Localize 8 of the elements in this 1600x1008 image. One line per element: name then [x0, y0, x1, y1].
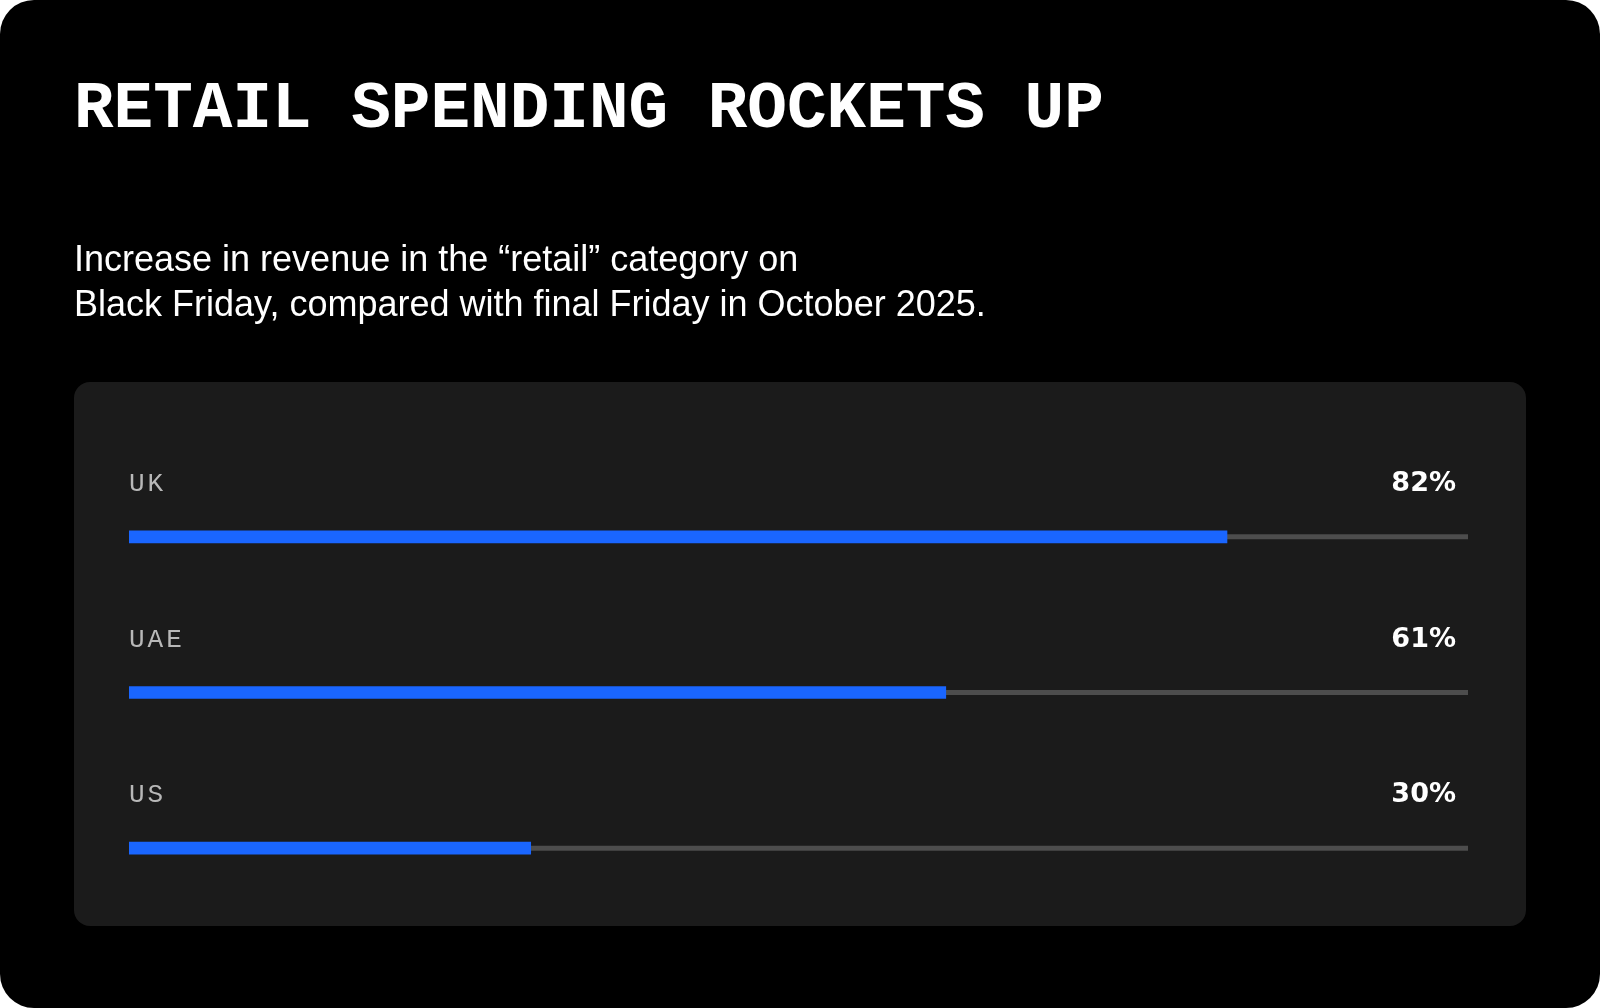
y-tick-label: UK [129, 468, 164, 499]
data-label: 30% [1391, 777, 1456, 809]
chart-title: RETAIL SPENDING ROCKETS UP [74, 72, 1104, 147]
chart-subtitle: Increase in revenue in the “retail” category on Black Friday, compared with final Friday in October 2025. [74, 237, 986, 326]
y-tick-label: UAE [129, 624, 182, 655]
data-label: 61% [1391, 621, 1456, 653]
data-label: 82% [1391, 465, 1456, 497]
y-tick-label: US [129, 780, 164, 811]
